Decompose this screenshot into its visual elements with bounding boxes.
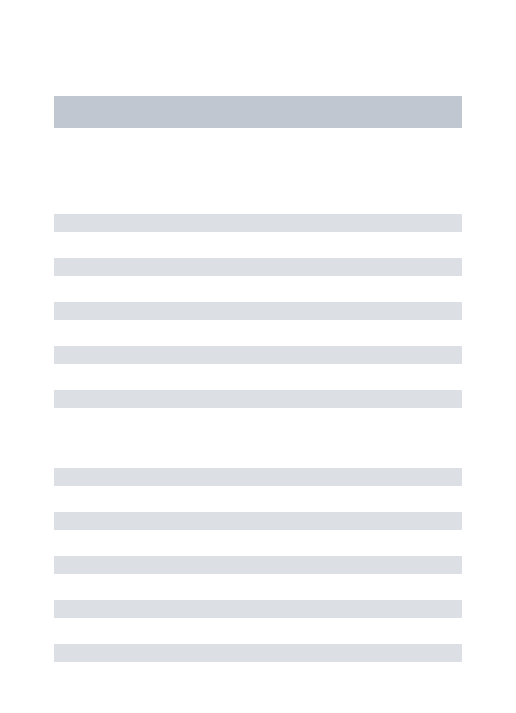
skeleton-section <box>54 468 462 662</box>
skeleton-section <box>54 214 462 408</box>
skeleton-line <box>54 512 462 530</box>
skeleton-sections <box>54 214 462 662</box>
skeleton-line <box>54 390 462 408</box>
skeleton-line <box>54 346 462 364</box>
skeleton-line <box>54 468 462 486</box>
skeleton-line <box>54 644 462 662</box>
skeleton-line <box>54 556 462 574</box>
skeleton-loader <box>0 0 516 662</box>
skeleton-line <box>54 258 462 276</box>
skeleton-line <box>54 214 462 232</box>
skeleton-line <box>54 600 462 618</box>
skeleton-line <box>54 302 462 320</box>
skeleton-header-bar <box>54 96 462 128</box>
